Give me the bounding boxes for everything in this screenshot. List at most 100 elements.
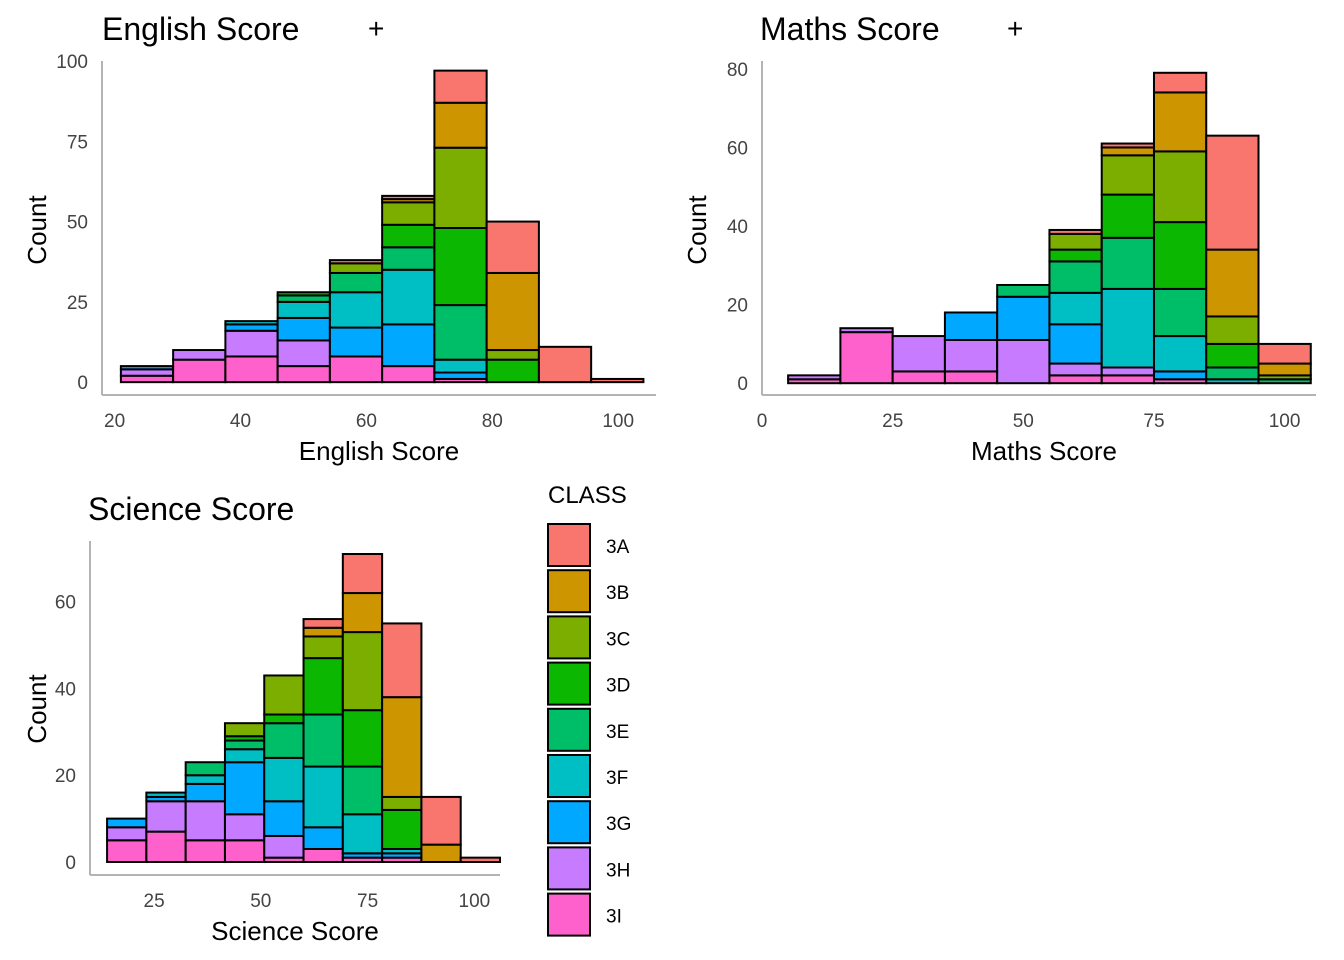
english-bar-bin6-3A <box>381 194 436 201</box>
maths-bar-bin8-3D <box>1152 221 1208 290</box>
english-x-tick-100: 100 <box>602 411 634 432</box>
science-bar-bin7-3F <box>341 813 384 855</box>
legend-label-3E: 3E <box>606 722 629 743</box>
english-bar-bin8-3C <box>485 349 540 361</box>
english-x-ticks: 20 40 60 80 100 <box>104 411 634 432</box>
maths-x-tick-50: 50 <box>1013 411 1034 432</box>
maths-bar-bin4-3I <box>943 370 999 385</box>
maths-bar-bin9-3A <box>1205 134 1260 251</box>
science-x-tick-100: 100 <box>459 891 491 912</box>
english-bar-bin6-3E <box>381 246 436 271</box>
english-bar-bin5-3A <box>328 259 384 265</box>
science-bar-bin9-3A <box>420 795 462 846</box>
legend-label-3I: 3I <box>606 907 622 928</box>
maths-bar-bin3-3I <box>891 370 946 385</box>
maths-bar-bin7-3D <box>1100 193 1155 239</box>
english-bar-bin1-3G <box>119 365 175 371</box>
english-bar-bin7-3C <box>433 146 488 230</box>
maths-x-tick-100: 100 <box>1269 411 1301 432</box>
english-y-tick-100: 100 <box>56 52 88 73</box>
english-bar-bin4-3H <box>276 339 331 368</box>
science-bar-bin2-3F <box>145 791 187 798</box>
english-bar-bin6-3D <box>381 223 436 249</box>
science-bar-bin3-3E <box>184 761 226 777</box>
english-bar-bin5-3C <box>328 262 384 274</box>
maths-bar-bin7-3A <box>1100 142 1155 149</box>
english-bar-bin6-3I <box>381 365 436 384</box>
english-bar-bin3-3F <box>224 320 279 326</box>
maths-bar-bin2-3I <box>839 331 894 385</box>
science-bar-bin8-3B <box>381 696 423 798</box>
science-y-tick-0: 0 <box>65 853 76 874</box>
science-bar-bin3-3I <box>184 839 226 863</box>
science-bar-bin5-3H <box>263 834 305 859</box>
english-bar-bin5-3I <box>328 355 384 384</box>
maths-bar-bin6-3A <box>1048 228 1103 235</box>
science-bar-bin10-3A <box>459 856 501 863</box>
legend-label-3B: 3B <box>606 583 629 604</box>
maths-bar-bin6-3D <box>1048 248 1103 263</box>
english-title-plus: + <box>368 13 384 44</box>
maths-bar-bin8-3G <box>1152 370 1208 381</box>
maths-bar-bin7-3F <box>1100 287 1155 369</box>
science-x-tick-25: 25 <box>144 891 165 912</box>
science-bar-bin1-3H <box>106 826 148 842</box>
science-bar-bin6-3I <box>302 847 344 863</box>
english-bar-bin6-3F <box>381 268 436 326</box>
maths-bar-bin4-3H <box>943 338 999 373</box>
legend-key-3H <box>547 846 591 891</box>
legend-key-3E <box>547 707 591 752</box>
english-y-tick-0: 0 <box>77 373 88 394</box>
science-bar-bin5-3D <box>263 713 305 725</box>
science-bar-bin3-3G <box>184 782 226 803</box>
legend-label-3C: 3C <box>606 629 630 650</box>
maths-bar-bin5-3G <box>996 295 1051 341</box>
maths-title-plus: + <box>1007 13 1023 44</box>
science-bar-bin7-3B <box>341 592 384 634</box>
legend-key-3C <box>547 615 591 660</box>
science-bar-bin7-3E <box>341 765 384 816</box>
science-bar-bin6-3F <box>302 765 344 829</box>
science-bar-bin6-3C <box>302 635 344 660</box>
english-y-ticks: 0 25 50 75 100 <box>56 52 88 394</box>
legend-key-3I <box>547 892 591 937</box>
science-bar-bin4-3H <box>223 813 266 842</box>
english-bar-bin8-3A <box>485 220 540 274</box>
science-bar-bin5-3C <box>263 674 305 716</box>
science-y-tick-20: 20 <box>55 766 76 787</box>
science-bar-bin6-3D <box>302 657 344 716</box>
maths-y-tick-60: 60 <box>727 138 748 159</box>
maths-bar-bin6-3H <box>1048 362 1103 377</box>
legend-key-3A <box>547 523 591 567</box>
maths-x-tick-75: 75 <box>1143 411 1164 432</box>
science-bar-bin8-3C <box>381 795 423 811</box>
science-bar-bin5-3E <box>263 722 305 759</box>
maths-y-tick-80: 80 <box>727 60 748 81</box>
science-bar-bin4-3G <box>223 761 266 816</box>
maths-bar-bin1-3H <box>787 374 842 381</box>
science-x-tick-50: 50 <box>250 891 271 912</box>
maths-bar-bin8-3F <box>1152 335 1208 373</box>
science-bar-bin1-3G <box>106 817 148 829</box>
maths-bar-bin9-3C <box>1205 315 1260 345</box>
maths-bar-bin9-3B <box>1205 248 1260 318</box>
english-chart-title: English Score <box>102 11 299 47</box>
english-bar-bin2-3H <box>172 349 227 361</box>
science-bar-bin6-3A <box>302 618 344 629</box>
science-x-tick-75: 75 <box>357 891 378 912</box>
maths-bar-bin9-3D <box>1205 342 1260 369</box>
science-bar-bin3-3H <box>184 800 226 842</box>
science-bar-bin8-3A <box>381 622 423 699</box>
science-bar-bin4-3F <box>223 748 266 764</box>
science-y-ticks: 0 20 40 60 <box>55 593 76 874</box>
science-bar-bin2-3I <box>145 830 187 863</box>
maths-x-tick-0: 0 <box>757 411 768 432</box>
maths-bar-bin10-3A <box>1257 342 1312 365</box>
maths-bar-bin5-3H <box>996 338 1051 385</box>
legend-label-3F: 3F <box>606 768 628 789</box>
english-bar-bin4-3F <box>276 300 331 319</box>
english-bar-bin5-3F <box>328 291 384 329</box>
maths-bar-bin7-3I <box>1100 374 1155 385</box>
science-bar-bin6-3E <box>302 713 344 768</box>
english-bar-bin7-3D <box>433 227 488 307</box>
